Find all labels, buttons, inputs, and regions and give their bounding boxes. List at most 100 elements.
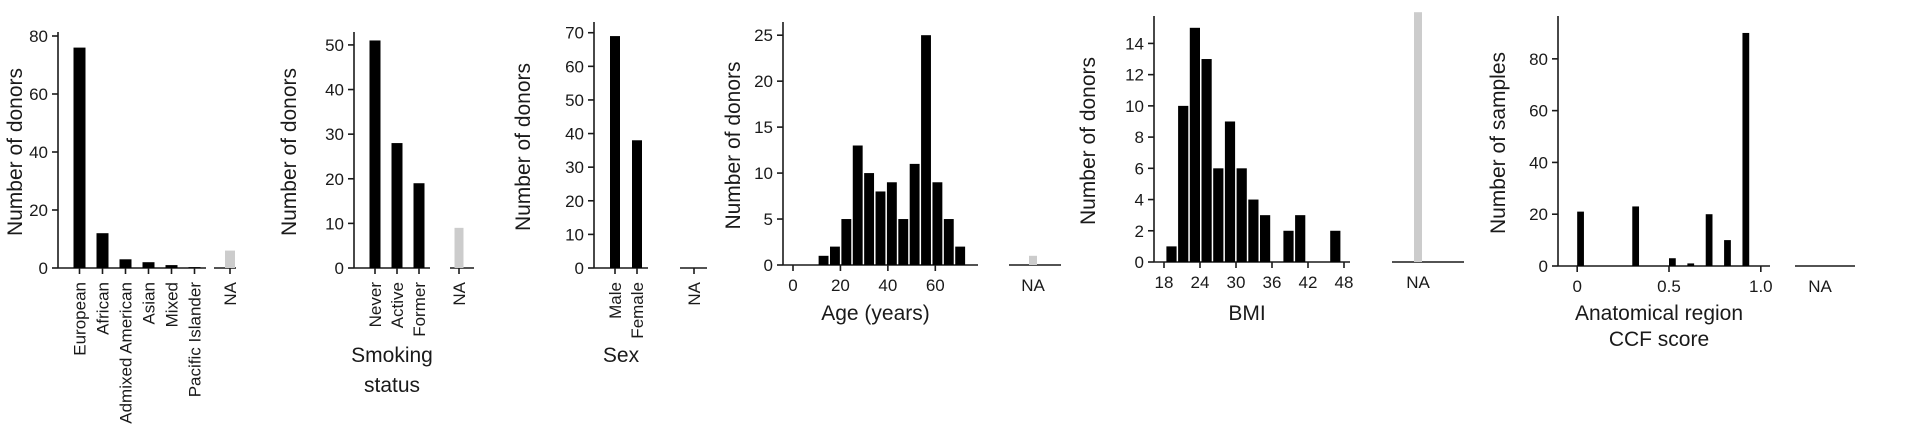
histogram-bar-7 [1236, 168, 1247, 262]
histogram-bar-6 [1224, 121, 1236, 262]
histogram-bar-5 [1705, 214, 1713, 266]
bar-female [632, 140, 642, 268]
y-axis-label: Number of samples [1487, 52, 1510, 234]
histogram-bar-2 [1632, 206, 1640, 266]
y-tick-label: 40 [29, 143, 48, 162]
na-tick-label: NA [221, 281, 240, 305]
bar-asian [142, 262, 155, 268]
na-tick-label: NA [450, 281, 469, 305]
x-tick-label: 48 [1335, 273, 1354, 292]
histogram-bar-13 [955, 246, 966, 265]
y-tick-label: 12 [1125, 66, 1144, 85]
histogram-bar-2 [830, 246, 840, 265]
x-tick-label: 30 [1227, 273, 1246, 292]
histogram-bar-1 [1577, 211, 1584, 266]
x-tick-label: 0 [788, 276, 797, 295]
histogram-bar-8 [898, 219, 909, 265]
y-tick-label: 0 [335, 259, 344, 278]
y-tick-label: 70 [565, 24, 584, 43]
y-tick-label: 0 [575, 259, 584, 278]
histogram-bar-6 [875, 191, 886, 265]
y-tick-label: 20 [29, 201, 48, 220]
na-tick-label: NA [1808, 277, 1832, 296]
na-tick-label: NA [1021, 276, 1045, 295]
x-tick-label: 1.0 [1749, 277, 1773, 296]
x-axis-label: Smoking [351, 344, 433, 367]
y-tick-label: 25 [754, 26, 773, 45]
histogram-bar-7 [886, 182, 897, 265]
y-tick-label: 60 [1529, 102, 1548, 121]
y-tick-label: 40 [1529, 153, 1548, 172]
histogram-bar-3 [841, 219, 852, 265]
y-tick-label: 0 [1539, 257, 1548, 276]
y-tick-label: 40 [565, 125, 584, 144]
x-tick-label: Mixed [163, 282, 182, 327]
y-tick-label: 80 [1529, 50, 1548, 69]
x-axis-label: BMI [1228, 302, 1265, 325]
histogram-bar-12 [1330, 230, 1341, 262]
na-bar [225, 250, 235, 268]
y-axis-label: Number of donors [722, 61, 745, 229]
y-tick-label: 20 [1529, 205, 1548, 224]
x-tick-label: 18 [1155, 273, 1174, 292]
y-tick-label: 50 [325, 36, 344, 55]
bar-never [369, 40, 381, 268]
na-bar [454, 227, 464, 268]
x-tick-label: European [71, 282, 90, 356]
y-tick-label: 20 [325, 170, 344, 189]
y-tick-label: 15 [754, 118, 773, 137]
histogram-bar-4 [852, 145, 863, 265]
y-tick-label: 2 [1135, 222, 1144, 241]
y-tick-label: 20 [754, 72, 773, 91]
x-tick-label: 0.5 [1657, 277, 1681, 296]
y-tick-label: 0 [764, 256, 773, 275]
chart-panel-2: 0 10 20 30 40 50 Number of donors Never Active Fo… [278, 32, 474, 397]
x-tick-label: Never [366, 282, 385, 328]
bar-african [96, 233, 109, 268]
bar-pacific-islander [188, 267, 201, 268]
na-tick-label: NA [1406, 273, 1430, 292]
y-tick-label: 10 [565, 225, 584, 244]
y-tick-label: 20 [565, 192, 584, 211]
x-tick-label: Pacific Islander [186, 282, 205, 398]
y-tick-label: 4 [1135, 191, 1144, 210]
histogram-bar-1 [818, 255, 829, 265]
y-tick-label: 10 [1125, 97, 1144, 116]
x-tick-label: 20 [831, 276, 850, 295]
y-tick-label: 10 [325, 214, 344, 233]
x-axis-label: status [364, 374, 420, 397]
x-tick-label: Female [628, 282, 647, 339]
histogram-bar-7 [1742, 32, 1750, 266]
x-tick-label: Male [606, 282, 625, 319]
chart-panel-3: 0 10 20 30 40 50 60 70 Number of donors Male Femal… [512, 22, 707, 367]
na-bar [1414, 12, 1422, 263]
y-axis-label: Number of donors [4, 68, 27, 236]
y-tick-label: 14 [1125, 34, 1144, 53]
x-tick-label: 60 [926, 276, 945, 295]
histogram-bar-4 [1687, 263, 1695, 266]
y-tick-label: 80 [29, 27, 48, 46]
histogram-bar-10 [921, 35, 931, 265]
chart-panel-1: 0 20 40 60 80 Number of donors European African… [4, 27, 240, 424]
bar-active [391, 143, 403, 268]
na-bar [1029, 255, 1037, 265]
x-tick-label: African [94, 282, 113, 335]
histogram-bar-3 [1669, 258, 1676, 266]
histogram-bar-9 [909, 163, 920, 265]
histogram-bar-5 [1213, 168, 1224, 262]
histogram-bar-4 [1201, 59, 1212, 262]
x-axis-label: CCF score [1609, 328, 1709, 351]
y-tick-label: 50 [565, 91, 584, 110]
chart-panel-4: 0 5 10 15 20 25 Number of donors 0 20 40 60 Age (ye… [722, 22, 1061, 325]
x-axis-label: Sex [603, 344, 640, 367]
y-tick-label: 10 [754, 164, 773, 183]
histogram-bar-11 [932, 182, 943, 265]
x-tick-label: 42 [1299, 273, 1318, 292]
histogram-bar-12 [943, 219, 954, 265]
x-axis-label: Anatomical region [1575, 302, 1743, 325]
histogram-bar-9 [1260, 215, 1271, 262]
bar-male [610, 36, 620, 269]
x-tick-label: Admixed American [117, 282, 136, 424]
